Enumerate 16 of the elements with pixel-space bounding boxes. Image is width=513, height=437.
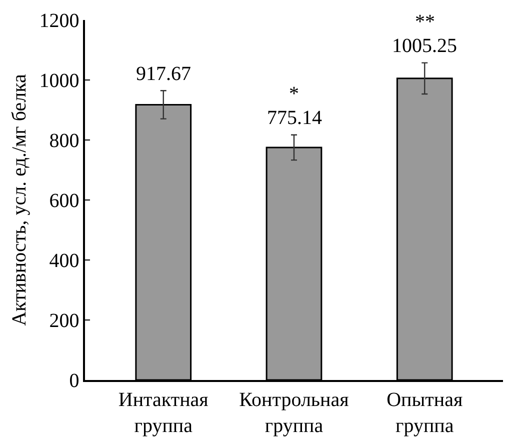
y-tick-label: 600 [49,190,80,212]
annotation: ** [415,11,435,33]
y-tick-label: 0 [69,370,80,392]
x-tick-label: Интактная группа [118,388,208,437]
y-tick-label: 1200 [39,10,80,32]
y-tick-label: 400 [49,250,80,272]
y-tick-label: 200 [49,310,80,332]
data-label: 917.67 [136,63,191,85]
data-label: 1005.25 [392,35,457,57]
data-label: 775.14 [267,107,322,129]
y-tick-label: 1000 [39,70,80,92]
annotation: * [289,83,299,105]
y-tick-label: 800 [49,130,80,152]
x-tick-label: Опытная группа [386,388,463,437]
y-axis-title: Активность, усл. ед./мг белка [8,74,30,326]
x-tick-label: Контрольная группа [239,388,349,437]
